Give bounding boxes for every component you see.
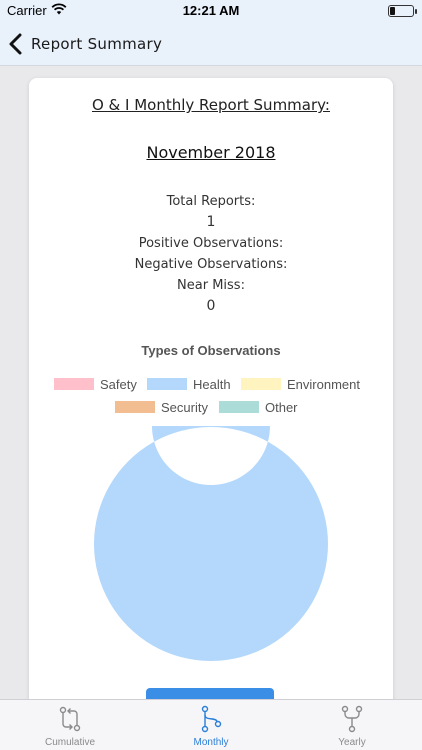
legend-item-security[interactable]: Security xyxy=(115,399,208,415)
report-stats: Total Reports: 1 Positive Observations: … xyxy=(29,191,393,317)
tab-bar: Cumulative Monthly Yearly xyxy=(0,699,422,750)
legend-item-environment[interactable]: Environment xyxy=(241,376,360,392)
tab-label: Monthly xyxy=(193,737,229,748)
legend-label: Environment xyxy=(287,376,360,392)
chevron-left-icon[interactable] xyxy=(8,33,24,55)
clock: 12:21 AM xyxy=(182,3,240,18)
page-title: Report Summary xyxy=(31,35,163,53)
report-month: November 2018 xyxy=(146,143,276,162)
legend-label: Security xyxy=(161,399,208,415)
legend-swatch xyxy=(147,378,187,390)
report-card: O & I Monthly Report Summary: November 2… xyxy=(29,78,393,718)
positive-observations-label: Positive Observations: xyxy=(138,236,284,251)
chart-title: Types of Observations xyxy=(141,343,281,358)
legend-label: Other xyxy=(265,399,298,415)
wifi-icon xyxy=(51,3,67,18)
navigation-bar: Report Summary xyxy=(0,22,422,66)
report-heading: O & I Monthly Report Summary: xyxy=(91,96,330,114)
legend-item-safety[interactable]: Safety xyxy=(54,376,137,392)
tab-label: Cumulative xyxy=(44,737,96,748)
git-compare-icon xyxy=(56,704,84,734)
negative-observations-label: Negative Observations: xyxy=(134,257,288,272)
legend-label: Safety xyxy=(100,376,137,392)
total-reports-label: Total Reports: xyxy=(166,194,256,209)
tab-monthly[interactable]: Monthly xyxy=(141,700,281,750)
total-reports-value: 1 xyxy=(206,214,216,230)
donut-chart[interactable] xyxy=(93,426,329,662)
near-miss-label: Near Miss: xyxy=(177,278,245,293)
tab-label: Yearly xyxy=(338,737,366,748)
legend-item-other[interactable]: Other xyxy=(219,399,298,415)
legend-swatch xyxy=(115,401,155,413)
git-branch-icon xyxy=(197,704,225,734)
tab-cumulative[interactable]: Cumulative xyxy=(0,700,140,750)
git-fork-icon xyxy=(338,704,366,734)
carrier-label: Carrier xyxy=(7,3,47,18)
legend-label: Health xyxy=(193,376,231,392)
tab-yearly[interactable]: Yearly xyxy=(282,700,422,750)
legend-swatch xyxy=(54,378,94,390)
legend-item-health[interactable]: Health xyxy=(147,376,231,392)
near-miss-value: 0 xyxy=(206,298,216,314)
status-bar: Carrier 12:21 AM xyxy=(0,0,422,22)
battery-icon xyxy=(388,5,417,17)
legend-swatch xyxy=(219,401,259,413)
legend-swatch xyxy=(241,378,281,390)
donut-slice-health[interactable] xyxy=(94,426,328,661)
